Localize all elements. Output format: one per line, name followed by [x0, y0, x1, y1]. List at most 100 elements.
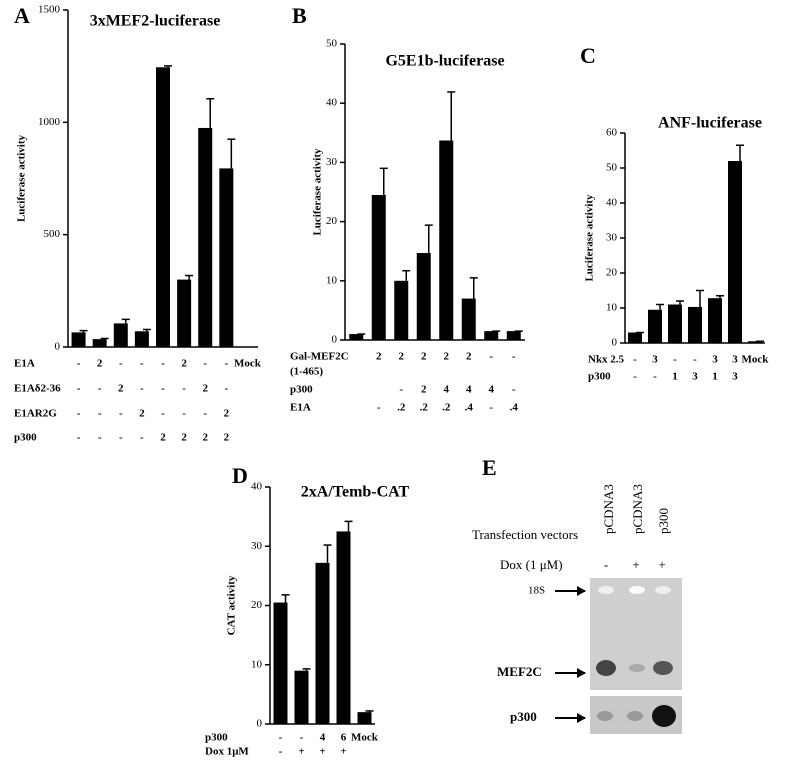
condition-cell: 2 [118, 383, 124, 395]
condition-cell: - [203, 358, 207, 370]
condition-cell: - [119, 432, 123, 444]
band [652, 705, 676, 727]
band [653, 661, 673, 675]
y-tick-label: 40 [251, 481, 263, 493]
condition-cell: Mock [234, 358, 262, 370]
bar [349, 334, 364, 340]
chart-title: 2xA/Temb-CAT [301, 484, 410, 501]
condition-cell: 2 [202, 383, 208, 395]
condition-cell: 2 [376, 351, 382, 363]
condition-cell: 6 [341, 732, 347, 744]
y-tick-label: 50 [606, 162, 618, 174]
condition-label: Gal-MEF2C [290, 351, 349, 363]
condition-cell: - [77, 432, 81, 444]
y-axis-label: Luciferase activity [584, 194, 596, 282]
bar [439, 140, 454, 340]
condition-cell: 3 [652, 354, 658, 366]
condition-cell: 1 [712, 371, 718, 383]
dox-cell: - [604, 557, 608, 572]
condition-cell: 4 [320, 732, 326, 744]
condition-cell: - [489, 351, 493, 363]
dox-label: Dox (1 μM) [500, 557, 563, 572]
condition-cell: 2 [202, 432, 208, 444]
band [627, 711, 643, 721]
dox-cell: + [658, 557, 665, 572]
condition-cell: - [653, 371, 657, 383]
y-tick-label: 20 [326, 215, 338, 227]
condition-cell: - [161, 383, 165, 395]
band-label: MEF2C [497, 664, 542, 679]
band [596, 660, 616, 676]
chart-title: ANF-luciferase [658, 115, 762, 132]
condition-cell: 2 [421, 384, 427, 396]
bar [484, 331, 499, 340]
condition-cell: - [119, 408, 123, 420]
chart-title: G5E1b-luciferase [385, 53, 504, 70]
condition-cell: .4 [510, 402, 519, 414]
band-label: 18S [528, 585, 545, 597]
condition-cell: - [377, 402, 381, 414]
condition-cell: 4 [444, 384, 450, 396]
condition-label: Nkx 2.5 [588, 354, 625, 366]
condition-cell: .4 [465, 402, 474, 414]
bar [708, 298, 722, 343]
condition-cell: - [98, 432, 102, 444]
y-tick-label: 40 [606, 197, 618, 209]
bar [668, 304, 682, 343]
condition-cell: - [77, 408, 81, 420]
condition-cell: - [77, 358, 81, 370]
y-tick-label: 1000 [38, 116, 61, 128]
condition-cell: + [298, 746, 304, 758]
y-tick-label: 10 [606, 302, 618, 314]
condition-cell: - [673, 354, 677, 366]
condition-cell: - [512, 384, 516, 396]
condition-cell: 2 [421, 351, 427, 363]
condition-cell: - [98, 383, 102, 395]
row-title: Transfection vectors [472, 527, 578, 542]
condition-label: p300 [205, 732, 228, 744]
y-tick-label: 0 [55, 341, 61, 353]
arrow-head [577, 586, 586, 596]
condition-cell: 2 [181, 358, 187, 370]
lane-label: pCDNA3 [630, 484, 645, 534]
y-tick-label: 0 [257, 718, 263, 730]
y-tick-label: 20 [606, 267, 618, 279]
condition-cell: - [140, 358, 144, 370]
bar [273, 602, 288, 724]
condition-label: E1Aδ2-36 [14, 383, 61, 395]
y-tick-label: 30 [606, 232, 618, 244]
y-tick-label: 50 [326, 38, 338, 50]
arrow-head [577, 713, 586, 723]
y-axis-label: Luciferase activity [312, 148, 324, 236]
condition-cell: - [633, 354, 637, 366]
band [597, 711, 613, 721]
condition-label: p300 [290, 384, 313, 396]
band [598, 586, 614, 594]
condition-cell: 2 [97, 358, 103, 370]
condition-cell: .2 [442, 402, 451, 414]
condition-cell: 4 [466, 384, 472, 396]
panel-letter: D [232, 463, 248, 488]
y-tick-label: 0 [332, 334, 338, 346]
bar [198, 127, 213, 347]
condition-cell: - [203, 408, 207, 420]
panel-letter: A [14, 3, 30, 28]
y-tick-label: 30 [251, 540, 263, 552]
y-tick-label: 10 [326, 274, 338, 286]
y-tick-label: 500 [44, 228, 61, 240]
y-tick-label: 40 [326, 97, 338, 109]
y-tick-label: 30 [326, 156, 338, 168]
condition-cell: - [279, 732, 283, 744]
bar [357, 712, 372, 724]
condition-cell: 3 [712, 354, 718, 366]
condition-cell: - [98, 408, 102, 420]
y-tick-label: 60 [606, 127, 618, 139]
condition-cell: .2 [420, 402, 429, 414]
lane-label: pCDNA3 [601, 484, 616, 534]
condition-cell: 2 [224, 432, 230, 444]
band-label: p300 [510, 709, 537, 724]
condition-label: E1AR2G [14, 408, 57, 420]
condition-cell: - [140, 432, 144, 444]
condition-cell: - [279, 746, 283, 758]
